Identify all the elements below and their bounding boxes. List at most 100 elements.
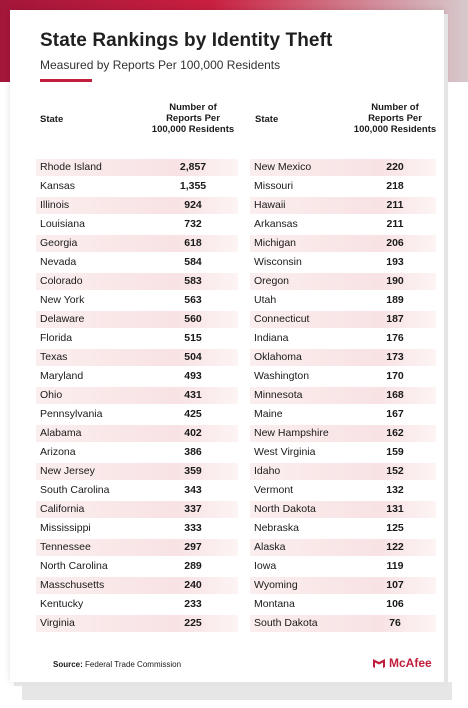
state-name: New Hampshire [254, 427, 329, 439]
report-value: 289 [184, 560, 202, 572]
state-name: Ohio [40, 389, 63, 401]
row-stripe [36, 501, 238, 518]
report-value: 584 [184, 256, 202, 268]
report-value: 152 [386, 465, 404, 477]
report-value: 211 [386, 199, 404, 211]
table-row: Arkansas 211 [252, 216, 444, 235]
report-value: 1,355 [179, 180, 207, 192]
state-name: New York [40, 294, 85, 306]
table-row: Oklahoma 173 [250, 349, 444, 368]
right-number-header-line2: Reports Per [368, 113, 422, 124]
state-name: Louisiana [40, 218, 85, 230]
report-value: 333 [184, 522, 202, 534]
table-row: Tennessee 297 [36, 539, 238, 558]
state-name: New Jersey [40, 465, 95, 477]
report-value: 402 [184, 427, 202, 439]
table-row: Wisconsin 193 [252, 254, 444, 273]
row-stripe [36, 159, 238, 176]
report-value: 515 [184, 332, 202, 344]
table-row: Kansas 1,355 [38, 178, 238, 197]
infographic-card: State Rankings by Identity Theft Measure… [10, 10, 444, 682]
table-row: New York 563 [38, 292, 238, 311]
report-value: 504 [184, 351, 202, 363]
state-name: Idaho [254, 465, 281, 477]
state-name: Mississippi [40, 522, 91, 534]
row-stripe [36, 615, 238, 632]
row-stripe [250, 235, 436, 252]
report-value: 131 [386, 503, 404, 515]
table-row: Washington 170 [252, 368, 444, 387]
state-name: Missouri [254, 180, 294, 192]
report-value: 386 [184, 446, 202, 458]
card-shadow [22, 682, 452, 700]
state-name: Maryland [40, 370, 84, 382]
state-name: South Dakota [254, 617, 318, 629]
table-row: Alaska 122 [250, 539, 444, 558]
right-state-header: State [255, 114, 279, 125]
table-row: Virginia 225 [36, 615, 238, 634]
right-table: New Mexico 220 Missouri 218 Hawaii 211 Arkansa… [250, 159, 444, 634]
state-name: Nevada [40, 256, 77, 268]
report-value: 132 [386, 484, 404, 496]
page-title: State Rankings by Identity Theft [40, 30, 333, 51]
left-number-header-line2: Reports Per [166, 113, 220, 124]
state-name: Pennsylvania [40, 408, 103, 420]
report-value: 189 [386, 294, 404, 306]
table-row: Mississippi 333 [38, 520, 238, 539]
table-row: New Hampshire 162 [250, 425, 444, 444]
row-stripe [250, 501, 436, 518]
report-value: 220 [386, 161, 404, 173]
row-stripe [250, 311, 436, 328]
logo-text: McAfee [389, 656, 432, 670]
row-stripe [250, 197, 436, 214]
mcafee-logo: McAfee [372, 656, 432, 670]
source-text: Federal Trade Commission [85, 660, 182, 669]
state-name: Masschusetts [40, 579, 105, 591]
report-value: 218 [386, 180, 404, 192]
state-name: Michigan [254, 237, 297, 249]
state-name: Alaska [254, 541, 286, 553]
state-name: Hawaii [254, 199, 286, 211]
row-stripe [250, 273, 436, 290]
row-stripe [36, 463, 238, 480]
report-value: 583 [184, 275, 202, 287]
right-number-header-line3: 100,000 Residents [353, 124, 437, 135]
row-stripe [250, 425, 436, 442]
table-row: Maine 167 [252, 406, 444, 425]
report-value: 343 [184, 484, 202, 496]
report-value: 170 [386, 370, 404, 382]
state-name: Montana [254, 598, 295, 610]
state-name: California [40, 503, 85, 515]
row-stripe [36, 349, 238, 366]
state-name: Arkansas [254, 218, 298, 230]
report-value: 168 [386, 389, 404, 401]
report-value: 167 [386, 408, 404, 420]
report-value: 732 [184, 218, 202, 230]
state-name: Oklahoma [254, 351, 302, 363]
state-name: North Dakota [254, 503, 316, 515]
mcafee-shield-icon [373, 659, 385, 668]
row-stripe [250, 615, 436, 632]
row-stripe [36, 425, 238, 442]
row-stripe [36, 577, 238, 594]
report-value: 337 [184, 503, 202, 515]
state-name: Alabama [40, 427, 82, 439]
state-name: Georgia [40, 237, 78, 249]
report-value: 924 [184, 199, 202, 211]
row-stripe [250, 539, 436, 556]
report-value: 119 [386, 560, 404, 572]
left-table: Rhode Island 2,857 Kansas 1,355 Illinois 924 L… [36, 159, 238, 634]
report-value: 211 [386, 218, 404, 230]
report-value: 106 [386, 598, 404, 610]
row-stripe [250, 349, 436, 366]
table-row: Michigan 206 [250, 235, 444, 254]
report-value: 159 [386, 446, 404, 458]
table-row: North Carolina 289 [38, 558, 238, 577]
report-value: 2,857 [179, 161, 207, 173]
left-number-header-line1: Number of [169, 102, 217, 113]
state-name: Oregon [254, 275, 290, 287]
state-name: New Mexico [254, 161, 312, 173]
state-name: Connecticut [254, 313, 310, 325]
table-row: Delaware 560 [36, 311, 238, 330]
state-name: Wyoming [254, 579, 298, 591]
